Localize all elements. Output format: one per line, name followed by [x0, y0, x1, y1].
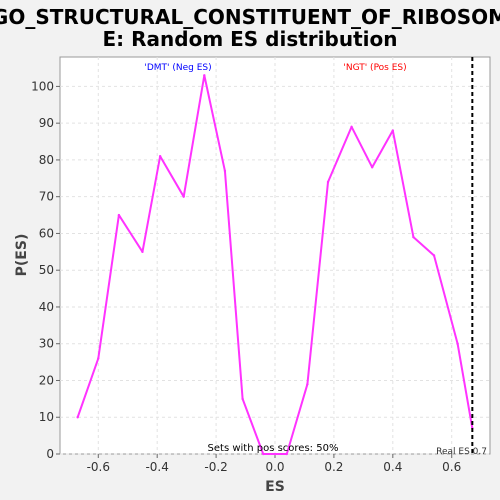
- x-tick-label: 0.6: [442, 460, 461, 474]
- data-point: [273, 452, 277, 456]
- data-point: [391, 129, 395, 132]
- y-tick-label: 30: [39, 337, 54, 351]
- pos-es-annotation: 'NGT' (Pos ES): [343, 63, 406, 73]
- x-tick-label: -0.4: [145, 460, 168, 474]
- data-point: [432, 254, 436, 257]
- data-point: [456, 342, 459, 345]
- real-es-label: Real ES 0.7: [436, 447, 487, 457]
- x-tick-label: -0.2: [204, 460, 227, 474]
- y-tick-label: 60: [39, 226, 54, 240]
- neg-es-annotation: 'DMT' (Neg ES): [144, 63, 211, 73]
- chart-title-line-2: E: Random ES distribution: [103, 27, 398, 51]
- data-point: [370, 166, 374, 169]
- x-tick-label: 0.4: [383, 460, 402, 474]
- y-tick-label: 80: [39, 153, 54, 167]
- data-point: [285, 452, 288, 456]
- data-point: [326, 180, 330, 184]
- gridlines: [60, 57, 490, 455]
- data-point: [117, 213, 121, 217]
- y-tick-label: 40: [39, 300, 54, 314]
- x-axis-ticks: -0.6 -0.4 -0.2 0.0 0.2 0.4 0.6: [87, 454, 461, 474]
- y-tick-label: 100: [31, 79, 54, 93]
- data-point: [223, 169, 227, 173]
- y-tick-label: 20: [39, 373, 54, 387]
- y-tick-label: 10: [39, 410, 54, 424]
- data-point: [158, 155, 162, 158]
- x-tick-label: 0.0: [265, 460, 284, 474]
- x-tick-label: 0.2: [324, 460, 343, 474]
- data-point: [306, 382, 309, 386]
- data-point: [350, 125, 353, 129]
- y-tick-label: 50: [39, 263, 54, 277]
- data-point: [97, 357, 100, 360]
- y-tick-label: 90: [39, 116, 54, 130]
- y-tick-label: 70: [39, 190, 54, 204]
- data-point: [182, 195, 185, 198]
- y-axis-ticks: 0 10 20 30 40 50 60 70 80 90 100: [31, 79, 60, 461]
- chart-title-line-1: GO_STRUCTURAL_CONSTITUENT_OF_RIBOSOM: [0, 5, 500, 29]
- data-point: [412, 235, 415, 239]
- data-point: [141, 250, 144, 254]
- pos-scores-footer: Sets with pos scores: 50%: [208, 443, 339, 454]
- x-tick-label: -0.6: [87, 460, 110, 474]
- y-tick-label: 0: [46, 447, 54, 461]
- data-point: [203, 74, 206, 77]
- data-point: [76, 416, 79, 419]
- data-point: [241, 397, 244, 401]
- y-axis-label: P(ES): [14, 234, 30, 277]
- data-point: [262, 452, 265, 456]
- x-axis-label: ES: [265, 479, 285, 495]
- series-layer: [76, 74, 474, 456]
